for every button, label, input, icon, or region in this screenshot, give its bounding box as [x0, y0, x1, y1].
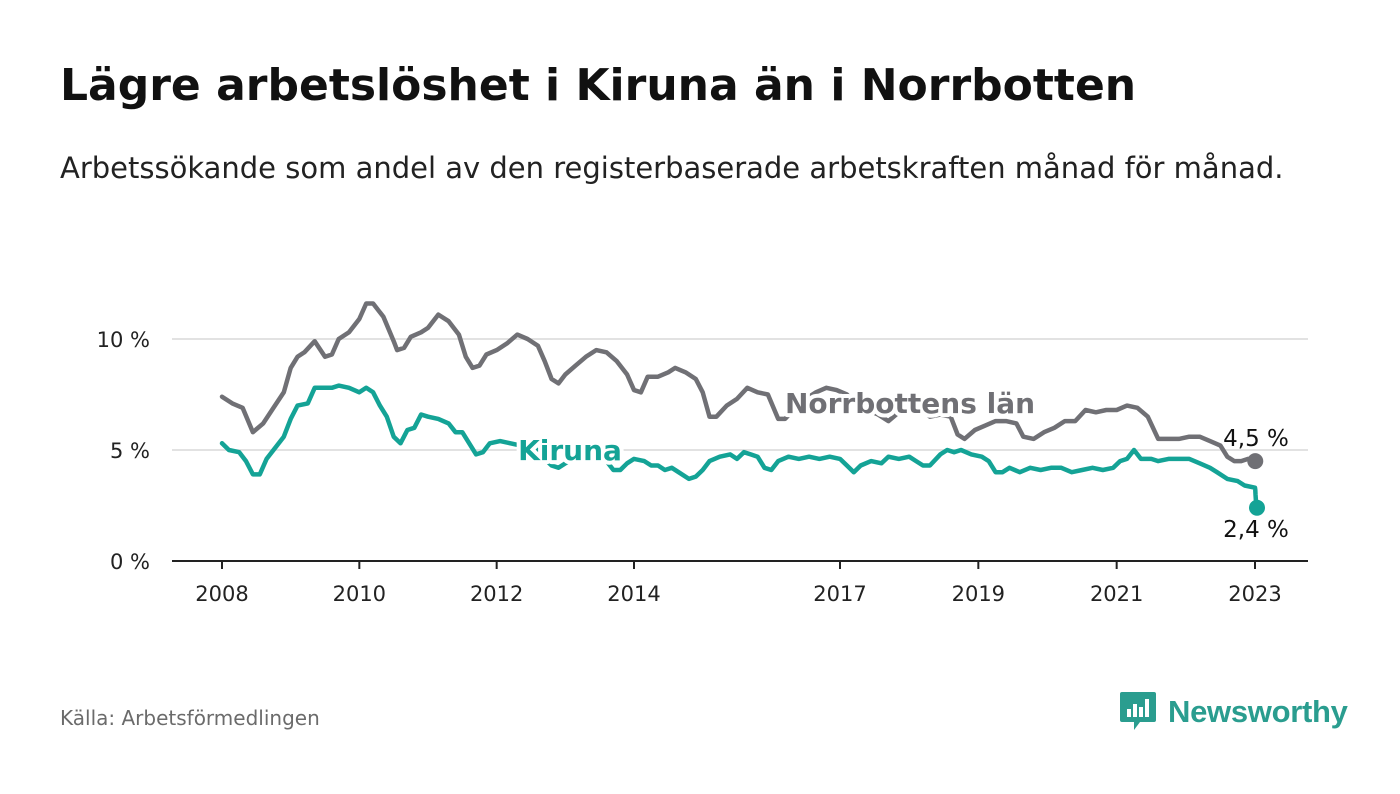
- axis-layer: 0 % 5 % 10 % 2008 2010 2012 2014 2017 2019 2021 20…: [97, 328, 1308, 606]
- x-tick-label: 2010: [333, 582, 386, 606]
- x-tick-label: 2017: [813, 582, 866, 606]
- y-tick-label: 5 %: [110, 439, 150, 463]
- series-line-norrbottens-län: [219, 301, 1258, 464]
- x-tick-label: 2019: [952, 582, 1005, 606]
- series-label-norrbottens-län: Norrbottens län: [785, 387, 1035, 420]
- chart-title: Lägre arbetslöshet i Kiruna än i Norrbot…: [60, 60, 1137, 111]
- newsworthy-logo-icon: [1120, 692, 1156, 730]
- chart-subtitle: Arbetssökande som andel av den registerb…: [60, 151, 1284, 185]
- end-value-label-norrbotten: 4,5 %: [1223, 426, 1289, 452]
- series-line-kiruna: [219, 383, 1260, 510]
- end-value-label-kiruna: 2,4 %: [1223, 517, 1289, 543]
- series-end-point: [1249, 499, 1265, 516]
- grid-layer: [172, 338, 1308, 451]
- source-note: Källa: Arbetsförmedlingen: [60, 706, 320, 730]
- series-label-kiruna: Kiruna: [518, 434, 622, 467]
- label-layer: Norrbottens län Kiruna 4,5 % 2,4 %: [514, 383, 1289, 543]
- y-tick-label: 0 %: [110, 550, 150, 574]
- x-tick-label: 2008: [195, 582, 248, 606]
- x-tick-label: 2012: [470, 582, 523, 606]
- x-tick-label: 2021: [1090, 582, 1143, 606]
- brand-logo: Newsworthy: [1118, 690, 1348, 734]
- series-end-point: [1247, 453, 1264, 470]
- x-tick-label: 2023: [1228, 582, 1281, 606]
- brand-name: Newsworthy: [1168, 694, 1348, 729]
- x-tick-label: 2014: [607, 582, 660, 606]
- series-layer: [219, 301, 1265, 516]
- y-tick-label: 10 %: [97, 328, 150, 352]
